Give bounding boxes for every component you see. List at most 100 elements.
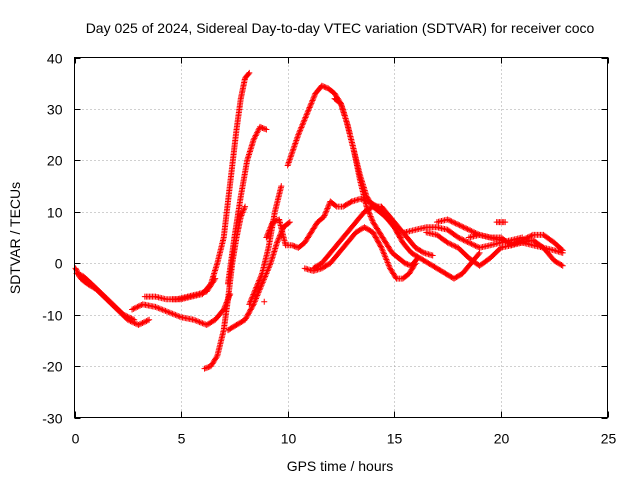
data-point (275, 235, 282, 242)
data-point (303, 113, 310, 120)
data-point (256, 276, 263, 283)
data-point (192, 317, 199, 324)
data-point (452, 220, 459, 227)
data-point (249, 294, 256, 301)
data-point (199, 320, 206, 327)
data-point (301, 115, 308, 122)
data-point (247, 307, 254, 314)
data-point (380, 250, 387, 257)
y-tick-label: 10 (47, 205, 63, 221)
data-point (379, 247, 386, 254)
data-point (176, 313, 183, 320)
data-point (304, 108, 311, 115)
data-point (377, 242, 384, 249)
data-point (271, 218, 278, 225)
data-point (325, 204, 332, 211)
y-tick-label: -30 (42, 411, 62, 427)
data-point (254, 281, 261, 288)
data-point (463, 225, 470, 232)
data-point (195, 318, 202, 325)
data-point (257, 274, 264, 281)
data-point (467, 227, 474, 234)
data-point (524, 234, 531, 241)
data-point (268, 221, 275, 228)
data-point (301, 117, 308, 124)
data-point (475, 251, 482, 258)
data-point (246, 301, 253, 308)
data-point (373, 235, 380, 242)
data-point (249, 292, 256, 299)
data-point (394, 229, 401, 236)
data-point (260, 125, 267, 132)
data-point (123, 312, 130, 319)
data-point (267, 224, 274, 231)
data-point (289, 147, 296, 154)
data-point (307, 103, 314, 110)
data-point (175, 313, 182, 320)
data-point (257, 273, 264, 280)
y-tick-label: 20 (47, 153, 63, 169)
data-point (193, 317, 200, 324)
data-point (324, 205, 331, 212)
data-point (411, 261, 418, 268)
data-point (369, 229, 376, 236)
data-point (519, 237, 526, 244)
data-point (77, 272, 84, 279)
data-point (308, 98, 315, 105)
data-point (205, 364, 212, 371)
data-point (391, 224, 398, 231)
data-point (299, 121, 306, 128)
data-point (262, 125, 269, 132)
data-point (269, 219, 276, 226)
data-point (173, 312, 180, 319)
x-tick-label: 10 (281, 431, 297, 447)
series-arc-16 (348, 195, 483, 282)
data-point (460, 237, 467, 244)
data-point (464, 226, 471, 233)
data-point (201, 365, 208, 372)
data-point (558, 246, 565, 253)
data-point (520, 236, 527, 243)
data-point (559, 262, 566, 269)
data-point (76, 271, 83, 278)
data-point (263, 234, 270, 241)
data-point (143, 318, 150, 325)
data-point (240, 206, 247, 213)
data-point (508, 242, 515, 249)
data-point (294, 133, 301, 140)
data-point (453, 221, 460, 227)
chart-title: Day 025 of 2024, Sidereal Day-to-day VTE… (86, 20, 595, 36)
data-point (375, 239, 382, 246)
data-point (384, 259, 391, 266)
data-point (292, 138, 299, 145)
data-point (252, 287, 259, 294)
data-point (525, 233, 532, 240)
data-point (306, 104, 313, 111)
data-point (378, 244, 385, 251)
data-point (138, 320, 145, 327)
data-point (471, 242, 478, 249)
data-point (247, 298, 254, 305)
y-tick-label: 0 (55, 256, 63, 272)
data-point (133, 304, 140, 311)
data-point (528, 232, 535, 239)
data-point (285, 159, 292, 166)
data-point (256, 286, 263, 293)
data-point (496, 245, 503, 252)
data-point (321, 212, 328, 219)
data-point (307, 101, 314, 108)
data-point (401, 260, 408, 267)
data-point (463, 238, 470, 245)
data-point (259, 124, 266, 131)
data-point (461, 237, 468, 244)
y-tick-label: -20 (42, 359, 62, 375)
data-point (263, 233, 270, 240)
data-point (379, 246, 386, 253)
x-tick-label: 0 (72, 431, 80, 447)
data-point (248, 305, 255, 312)
data-point (288, 150, 295, 157)
data-point (213, 354, 220, 361)
data-point (290, 144, 297, 151)
data-point (268, 223, 275, 230)
data-point (127, 314, 134, 321)
